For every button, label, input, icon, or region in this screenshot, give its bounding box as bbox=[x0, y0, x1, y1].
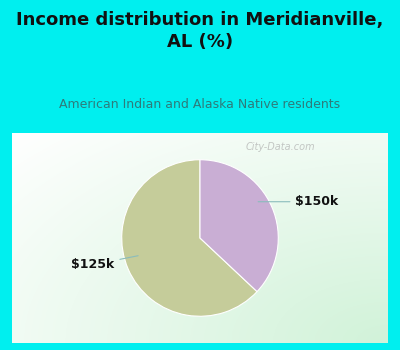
Text: City-Data.com: City-Data.com bbox=[245, 142, 315, 152]
Text: $150k: $150k bbox=[258, 195, 339, 208]
Text: American Indian and Alaska Native residents: American Indian and Alaska Native reside… bbox=[60, 98, 340, 111]
Text: $125k: $125k bbox=[71, 256, 138, 271]
Wedge shape bbox=[122, 160, 257, 316]
Wedge shape bbox=[200, 160, 278, 292]
Text: Income distribution in Meridianville,
AL (%): Income distribution in Meridianville, AL… bbox=[16, 10, 384, 51]
